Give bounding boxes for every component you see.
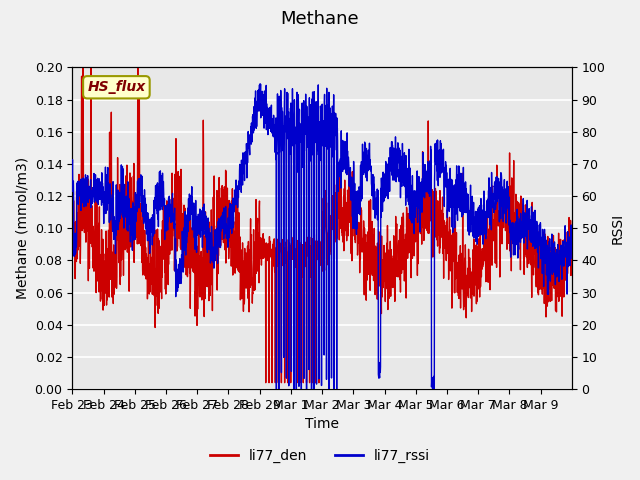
Legend: li77_den, li77_rssi: li77_den, li77_rssi (204, 443, 436, 468)
Y-axis label: RSSI: RSSI (611, 213, 625, 244)
Y-axis label: Methane (mmol/m3): Methane (mmol/m3) (15, 157, 29, 300)
Text: Methane: Methane (281, 10, 359, 28)
X-axis label: Time: Time (305, 418, 339, 432)
Text: HS_flux: HS_flux (87, 80, 145, 94)
